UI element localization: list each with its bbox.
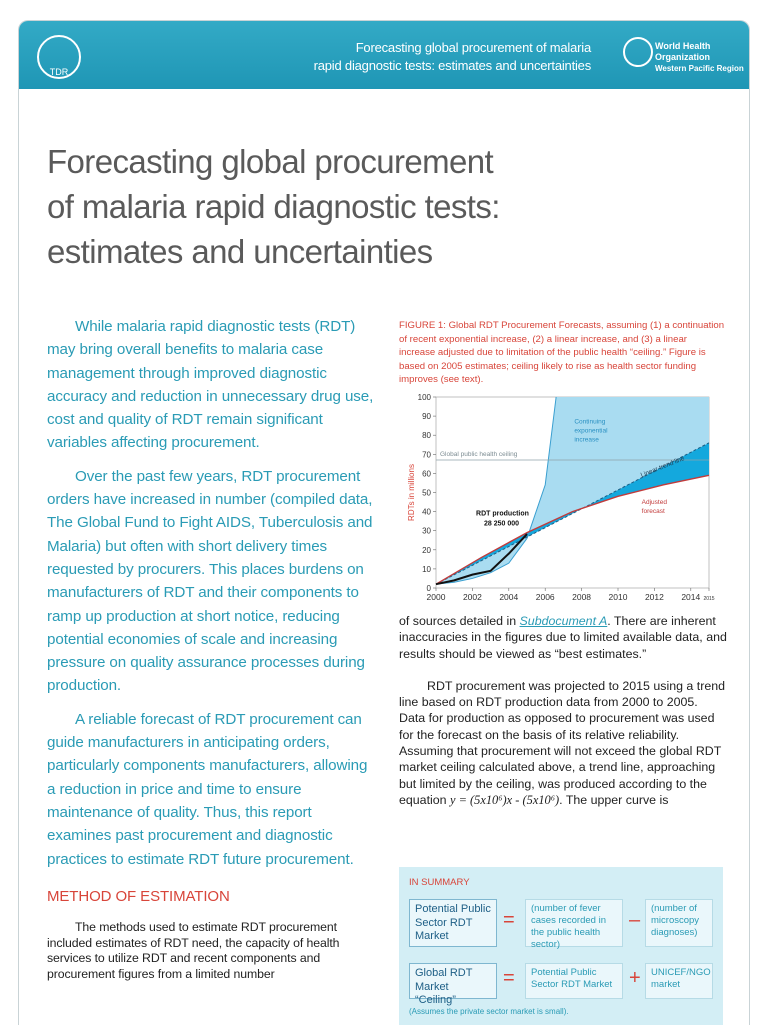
summary-heading: IN SUMMARY (409, 877, 470, 888)
org-line: Organization (655, 52, 711, 62)
x-tick-label: 2004 (499, 592, 518, 602)
summary-term: Global RDT Market “Ceiling” (409, 963, 497, 1006)
text: of sources detailed in (399, 614, 520, 628)
header-line: rapid diagnostic tests: estimates and un… (313, 58, 592, 73)
paragraph: Over the past few years, RDT procurement… (47, 467, 373, 695)
paragraph: A reliable forecast of RDT procurement c… (47, 710, 368, 868)
summary-term: Potential Public Sector RDT Market (409, 899, 497, 947)
series-line (435, 533, 528, 586)
annotation: exponential (574, 428, 608, 435)
operator: = (503, 909, 515, 931)
y-tick-label: 10 (422, 565, 431, 574)
x-tick-label: 2000 (427, 592, 446, 602)
tdr-logo: TDR (37, 35, 81, 79)
org-line: Western Pacific Region (655, 64, 744, 73)
x-tick-label: 2008 (572, 592, 591, 602)
paragraph: The methods used to estimate RDT procure… (47, 920, 340, 981)
y-tick-label: 100 (418, 393, 432, 402)
y-tick-label: 30 (422, 527, 431, 536)
x-tick-label: 2012 (645, 592, 664, 602)
annotation: Continuing (574, 419, 605, 426)
y-tick-label: 0 (427, 584, 432, 593)
right-column: of sources detailed in Subdocument A. Th… (399, 613, 727, 824)
paragraph: of sources detailed in Subdocument A. Th… (399, 613, 727, 662)
header-text: Forecasting global procurement of malari… (313, 39, 592, 75)
equation: y = (5x10⁶)x - (5x10⁶) (449, 792, 560, 807)
annotation: forecast (642, 508, 665, 515)
x-tick-label: 2010 (609, 592, 628, 602)
x-tick-label: 2002 (463, 592, 482, 602)
annotation: 28 250 000 (484, 520, 519, 527)
operator: + (629, 967, 641, 989)
series-line (435, 474, 710, 585)
title-line: Forecasting global procurement (47, 143, 494, 180)
who-text: World Health Organization Western Pacifi… (655, 41, 744, 74)
title: Forecasting global procurement of malari… (47, 139, 500, 274)
x-tick-label: 2014 (681, 592, 700, 602)
title-line: of malaria rapid diagnostic tests: (47, 188, 500, 225)
paragraph: RDT procurement was projected to 2015 us… (399, 678, 727, 808)
summary-term: (number of microscopy diagnoses) (645, 899, 713, 947)
annotation: Adjusted (642, 499, 668, 506)
annotation: RDT production (476, 510, 529, 517)
who-logo (623, 37, 653, 67)
link[interactable]: Subdocument A (519, 614, 608, 628)
x-tick-label: 2015 (703, 596, 714, 602)
left-column: While malaria rapid diagnostic tests (RD… (47, 315, 377, 992)
summary-box: IN SUMMARY Potential Public Sector RDT M… (399, 867, 723, 1025)
figure-caption: FIGURE 1: Global RDT Procurement Forecas… (399, 320, 725, 385)
series-label: Global public health ceiling (440, 451, 518, 458)
text: . There are inherent inaccuracies in the… (399, 614, 727, 661)
y-tick-label: 60 (422, 469, 431, 478)
summary-note: (Assumes the private sector market is sm… (409, 1007, 569, 1016)
summary-term: (number of fever cases recorded in the p… (525, 899, 623, 950)
summary-term: Potential Public Sector RDT Market (525, 963, 623, 999)
page: TDR Forecasting global procurement of ma… (18, 20, 750, 1025)
summary-term: UNICEF/NGO market (645, 963, 713, 999)
title-line: estimates and uncertainties (47, 233, 433, 270)
annotation: increase (574, 437, 599, 444)
text: . The upper curve is (559, 792, 669, 807)
series-line (435, 396, 557, 585)
y-tick-label: 40 (422, 508, 431, 517)
header-line: Forecasting global procurement of malari… (355, 40, 592, 55)
series-line (435, 442, 710, 585)
y-axis-label: RDTs in millions (407, 464, 416, 521)
y-tick-label: 70 (422, 450, 431, 459)
operator: = (503, 967, 515, 989)
chart: 0 10 20 30 40 50 60 70 80 90 100 2000 2002 2004 2006 20… (407, 393, 715, 602)
operator: – (629, 909, 641, 931)
text: RDT procurement was projected to 2015 us… (399, 678, 725, 807)
y-tick-label: 90 (422, 412, 431, 421)
y-tick-label: 20 (422, 546, 431, 555)
header-bar: TDR Forecasting global procurement of ma… (19, 21, 749, 89)
area-fill (436, 397, 709, 585)
org-line: World Health (655, 41, 711, 51)
y-tick-label: 50 (422, 489, 431, 498)
section-heading: METHOD OF ESTIMATION (47, 887, 230, 905)
y-tick-label: 80 (422, 431, 431, 440)
x-tick-label: 2006 (536, 592, 555, 602)
paragraph: While malaria rapid diagnostic tests (RD… (47, 318, 374, 452)
